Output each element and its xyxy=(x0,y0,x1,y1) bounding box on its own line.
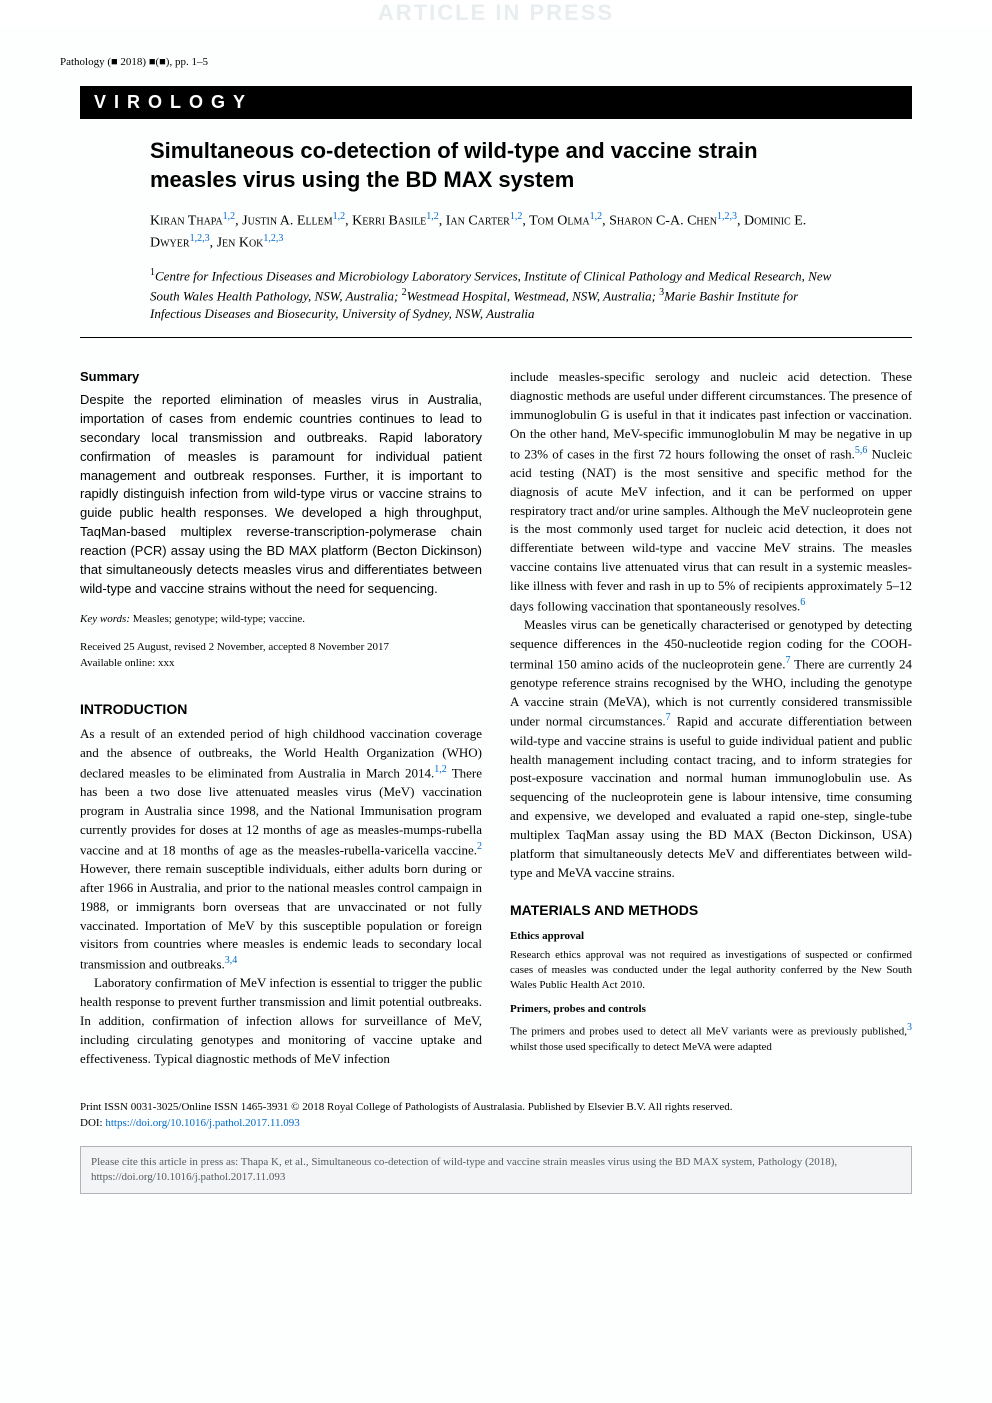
primers-p1: The primers and probes used to detect al… xyxy=(510,1025,907,1037)
article-in-press-banner: ARTICLE IN PRESS xyxy=(0,0,992,26)
ref-sup[interactable]: 3,4 xyxy=(225,955,238,966)
col2-p1-text: include measles-specific serology and nu… xyxy=(510,369,912,461)
intro-paragraph-2: Laboratory confirmation of MeV infection… xyxy=(80,974,482,1068)
ethics-text: Research ethics approval was not require… xyxy=(510,948,912,994)
ref-sup[interactable]: 1,2 xyxy=(434,764,447,775)
page: ARTICLE IN PRESS Pathology (■ 2018) ■(■)… xyxy=(0,0,992,1403)
methods-heading: MATERIALS AND METHODS xyxy=(510,900,912,920)
received-date: Received 25 August, revised 2 November, … xyxy=(80,640,482,655)
doi-link[interactable]: https://doi.org/10.1016/j.pathol.2017.11… xyxy=(105,1117,299,1129)
horizontal-rule xyxy=(80,337,912,338)
two-column-body: Summary Despite the reported elimination… xyxy=(80,368,912,1068)
ref-sup[interactable]: 3 xyxy=(907,1022,912,1033)
summary-text: Despite the reported elimination of meas… xyxy=(80,391,482,598)
col2-paragraph-2: Measles virus can be genetically charact… xyxy=(510,616,912,882)
right-column: include measles-specific serology and nu… xyxy=(510,368,912,1068)
citation-box: Please cite this article in press as: Th… xyxy=(80,1146,912,1195)
introduction-heading: INTRODUCTION xyxy=(80,699,482,719)
article-dates: Received 25 August, revised 2 November, … xyxy=(80,640,482,671)
affiliations: 1Centre for Infectious Diseases and Micr… xyxy=(150,266,842,323)
section-category-tag: VIROLOGY xyxy=(80,86,912,119)
intro-p1-text: As a result of an extended period of hig… xyxy=(80,726,482,780)
col2-p2c-text: Rapid and accurate differentiation betwe… xyxy=(510,714,912,880)
col2-p1b-text: Nucleic acid testing (NAT) is the most s… xyxy=(510,446,912,613)
summary-heading: Summary xyxy=(80,368,482,387)
keywords-label: Key words: xyxy=(80,613,130,625)
primers-subheading: Primers, probes and controls xyxy=(510,1002,912,1018)
issn-copyright: Print ISSN 0031-3025/Online ISSN 1465-39… xyxy=(80,1099,912,1116)
ref-sup[interactable]: 5,6 xyxy=(855,445,868,456)
keywords-text: Measles; genotype; wild-type; vaccine. xyxy=(130,613,305,625)
intro-paragraph-1: As a result of an extended period of hig… xyxy=(80,725,482,974)
article-title: Simultaneous co-detection of wild-type a… xyxy=(150,137,842,194)
journal-reference: Pathology (■ 2018) ■(■), pp. 1–5 xyxy=(60,56,932,68)
author-list: Kiran Thapa1,2, Justin A. Ellem1,2, Kerr… xyxy=(150,210,842,254)
left-column: Summary Despite the reported elimination… xyxy=(80,368,482,1068)
keywords-line: Key words: Measles; genotype; wild-type;… xyxy=(80,612,482,628)
doi-line: DOI: https://doi.org/10.1016/j.pathol.20… xyxy=(80,1115,912,1132)
doi-label: DOI: xyxy=(80,1117,105,1129)
ref-sup[interactable]: 6 xyxy=(800,597,805,608)
primers-text: The primers and probes used to detect al… xyxy=(510,1021,912,1055)
online-date: Available online: xxx xyxy=(80,656,482,671)
ref-sup[interactable]: 2 xyxy=(477,841,482,852)
ethics-subheading: Ethics approval xyxy=(510,929,912,945)
col2-paragraph-1: include measles-specific serology and nu… xyxy=(510,368,912,616)
intro-p1c-text: However, there remain susceptible indivi… xyxy=(80,861,482,972)
footer-issn-doi: Print ISSN 0031-3025/Online ISSN 1465-39… xyxy=(80,1099,912,1132)
primers-p2: whilst those used specifically to detect… xyxy=(510,1041,772,1053)
